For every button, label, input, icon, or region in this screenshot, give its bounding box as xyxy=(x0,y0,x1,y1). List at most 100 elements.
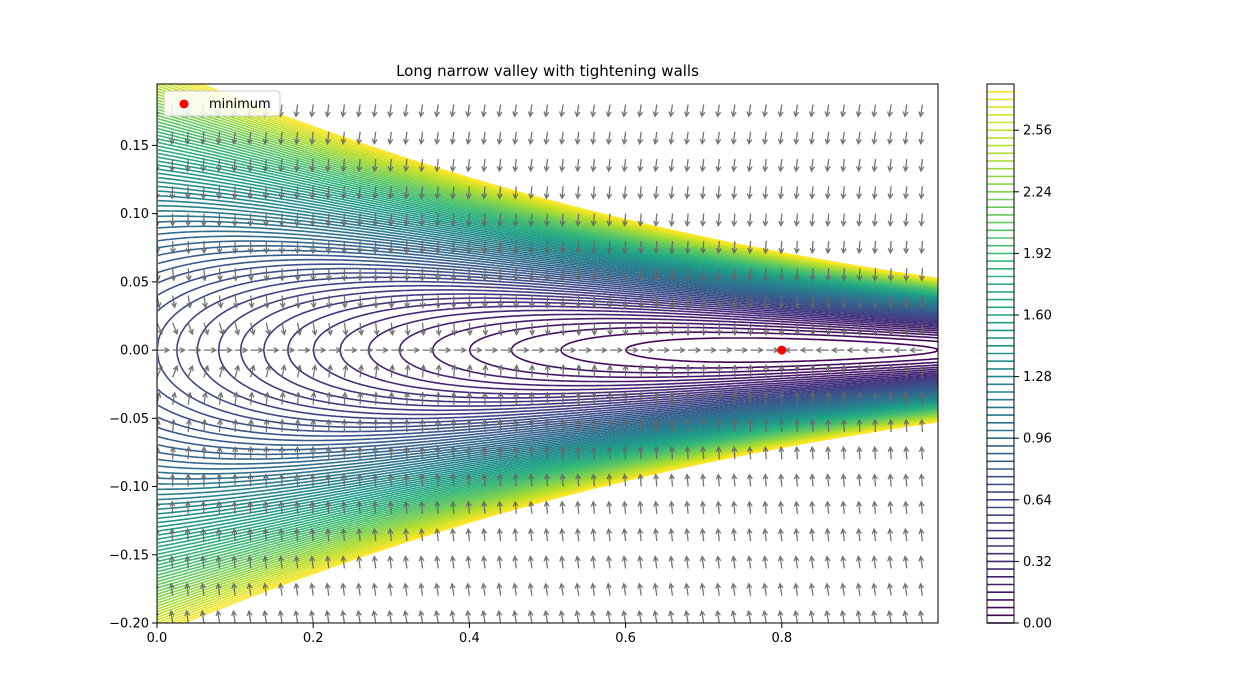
gradient-arrow xyxy=(235,347,249,354)
gradient-arrow xyxy=(684,418,691,433)
gradient-arrow xyxy=(371,527,378,542)
gradient-arrow xyxy=(512,131,519,146)
gradient-arrow xyxy=(404,295,411,309)
x-tick-label: 0.0 xyxy=(147,631,168,646)
gradient-arrow xyxy=(293,527,300,542)
gradient-arrow xyxy=(169,445,176,460)
gradient-arrow xyxy=(277,609,284,623)
gradient-arrow xyxy=(590,186,597,200)
gradient-arrow xyxy=(793,527,800,542)
gradient-arrow xyxy=(700,322,707,337)
gradient-arrow xyxy=(264,391,270,405)
gradient-arrow xyxy=(325,159,332,173)
gradient-arrow xyxy=(606,186,613,200)
gradient-arrow xyxy=(434,186,441,200)
gradient-arrow xyxy=(513,322,520,337)
gradient-arrow xyxy=(512,500,519,514)
gradient-arrow xyxy=(683,104,690,118)
colorbar: 0.00 0.32 0.64 0.96 1.28 1.60 1.92 2.24 2.56 xyxy=(986,83,1052,632)
gradient-arrow xyxy=(169,555,175,569)
gradient-arrow xyxy=(500,347,514,354)
gradient-arrow xyxy=(388,418,395,433)
gradient-arrow xyxy=(544,295,551,309)
gradient-arrow xyxy=(201,391,208,405)
gradient-arrow xyxy=(372,213,379,227)
gradient-arrow xyxy=(419,445,426,460)
gradient-arrow xyxy=(622,418,629,433)
gradient-arrow xyxy=(575,473,582,487)
gradient-arrow xyxy=(808,582,815,596)
gradient-arrow xyxy=(293,555,300,569)
gradient-arrow xyxy=(481,131,487,146)
gradient-arrow xyxy=(574,131,581,146)
gradient-arrow xyxy=(422,347,436,354)
gradient-arrow xyxy=(903,391,910,405)
gradient-arrow xyxy=(497,322,504,337)
gradient-arrow xyxy=(481,555,487,569)
gradient-arrow xyxy=(809,527,816,542)
gradient-arrow xyxy=(886,609,893,623)
contour-line xyxy=(157,84,938,616)
gradient-arrow xyxy=(357,391,364,405)
gradient-arrow xyxy=(809,418,816,433)
gradient-arrow xyxy=(231,131,238,146)
gradient-arrow xyxy=(200,186,207,200)
gradient-arrow xyxy=(201,268,208,282)
gradient-arrow xyxy=(294,500,301,514)
gradient-arrow xyxy=(777,527,784,542)
gradient-arrow xyxy=(279,418,286,433)
contour-line xyxy=(157,156,938,544)
gradient-arrow xyxy=(419,473,425,487)
gradient-arrow xyxy=(247,527,254,542)
gradient-arrow xyxy=(871,159,878,173)
gradient-arrow xyxy=(825,240,832,255)
gradient-arrow xyxy=(402,582,409,596)
gradient-arrow xyxy=(387,213,394,227)
gradient-arrow xyxy=(325,186,332,200)
gradient-arrow xyxy=(747,391,754,405)
gradient-arrow xyxy=(218,364,225,378)
gradient-arrow xyxy=(157,528,160,542)
gradient-arrow xyxy=(841,322,848,337)
gradient-arrow xyxy=(856,268,863,282)
gradient-arrow xyxy=(294,473,301,487)
gradient-arrow xyxy=(357,295,364,309)
gradient-arrow xyxy=(903,364,910,378)
gradient-arrow xyxy=(529,364,536,378)
gradient-arrow xyxy=(855,527,862,542)
gradient-arrow xyxy=(606,473,613,487)
gradient-arrow xyxy=(778,418,785,433)
gradient-arrow xyxy=(262,582,269,596)
gradient-arrow xyxy=(559,527,566,542)
gradient-arrow xyxy=(340,104,347,118)
gradient-arrow xyxy=(903,445,910,460)
gradient-arrow xyxy=(918,555,925,569)
gradient-arrow xyxy=(528,445,535,460)
gradient-arrow xyxy=(688,347,702,354)
gradient-arrow xyxy=(887,500,894,514)
gradient-arrow xyxy=(793,582,800,596)
gradient-arrow xyxy=(420,364,427,378)
gradient-arrow xyxy=(170,418,177,433)
gradient-arrow xyxy=(482,364,489,378)
gradient-arrow xyxy=(481,213,488,227)
gradient-arrow xyxy=(762,268,769,282)
gradient-arrow xyxy=(466,322,473,337)
gradient-arrow xyxy=(653,213,660,227)
gradient-arrow xyxy=(201,240,207,255)
gradient-arrow xyxy=(668,609,675,623)
gradient-arrow xyxy=(591,364,598,378)
gradient-arrow xyxy=(606,240,613,255)
gradient-arrow xyxy=(777,609,784,623)
gradient-arrow xyxy=(324,555,331,569)
gradient-arrow xyxy=(247,500,254,514)
contour-line xyxy=(157,267,938,433)
gradient-arrow xyxy=(761,609,768,623)
gradient-arrow xyxy=(638,391,644,405)
gradient-arrow xyxy=(233,391,239,405)
gradient-arrow xyxy=(668,555,675,569)
gradient-arrow xyxy=(622,364,629,378)
gradient-arrow xyxy=(465,582,472,596)
x-tick-label: 0.8 xyxy=(771,631,792,646)
gradient-arrow xyxy=(216,500,223,514)
